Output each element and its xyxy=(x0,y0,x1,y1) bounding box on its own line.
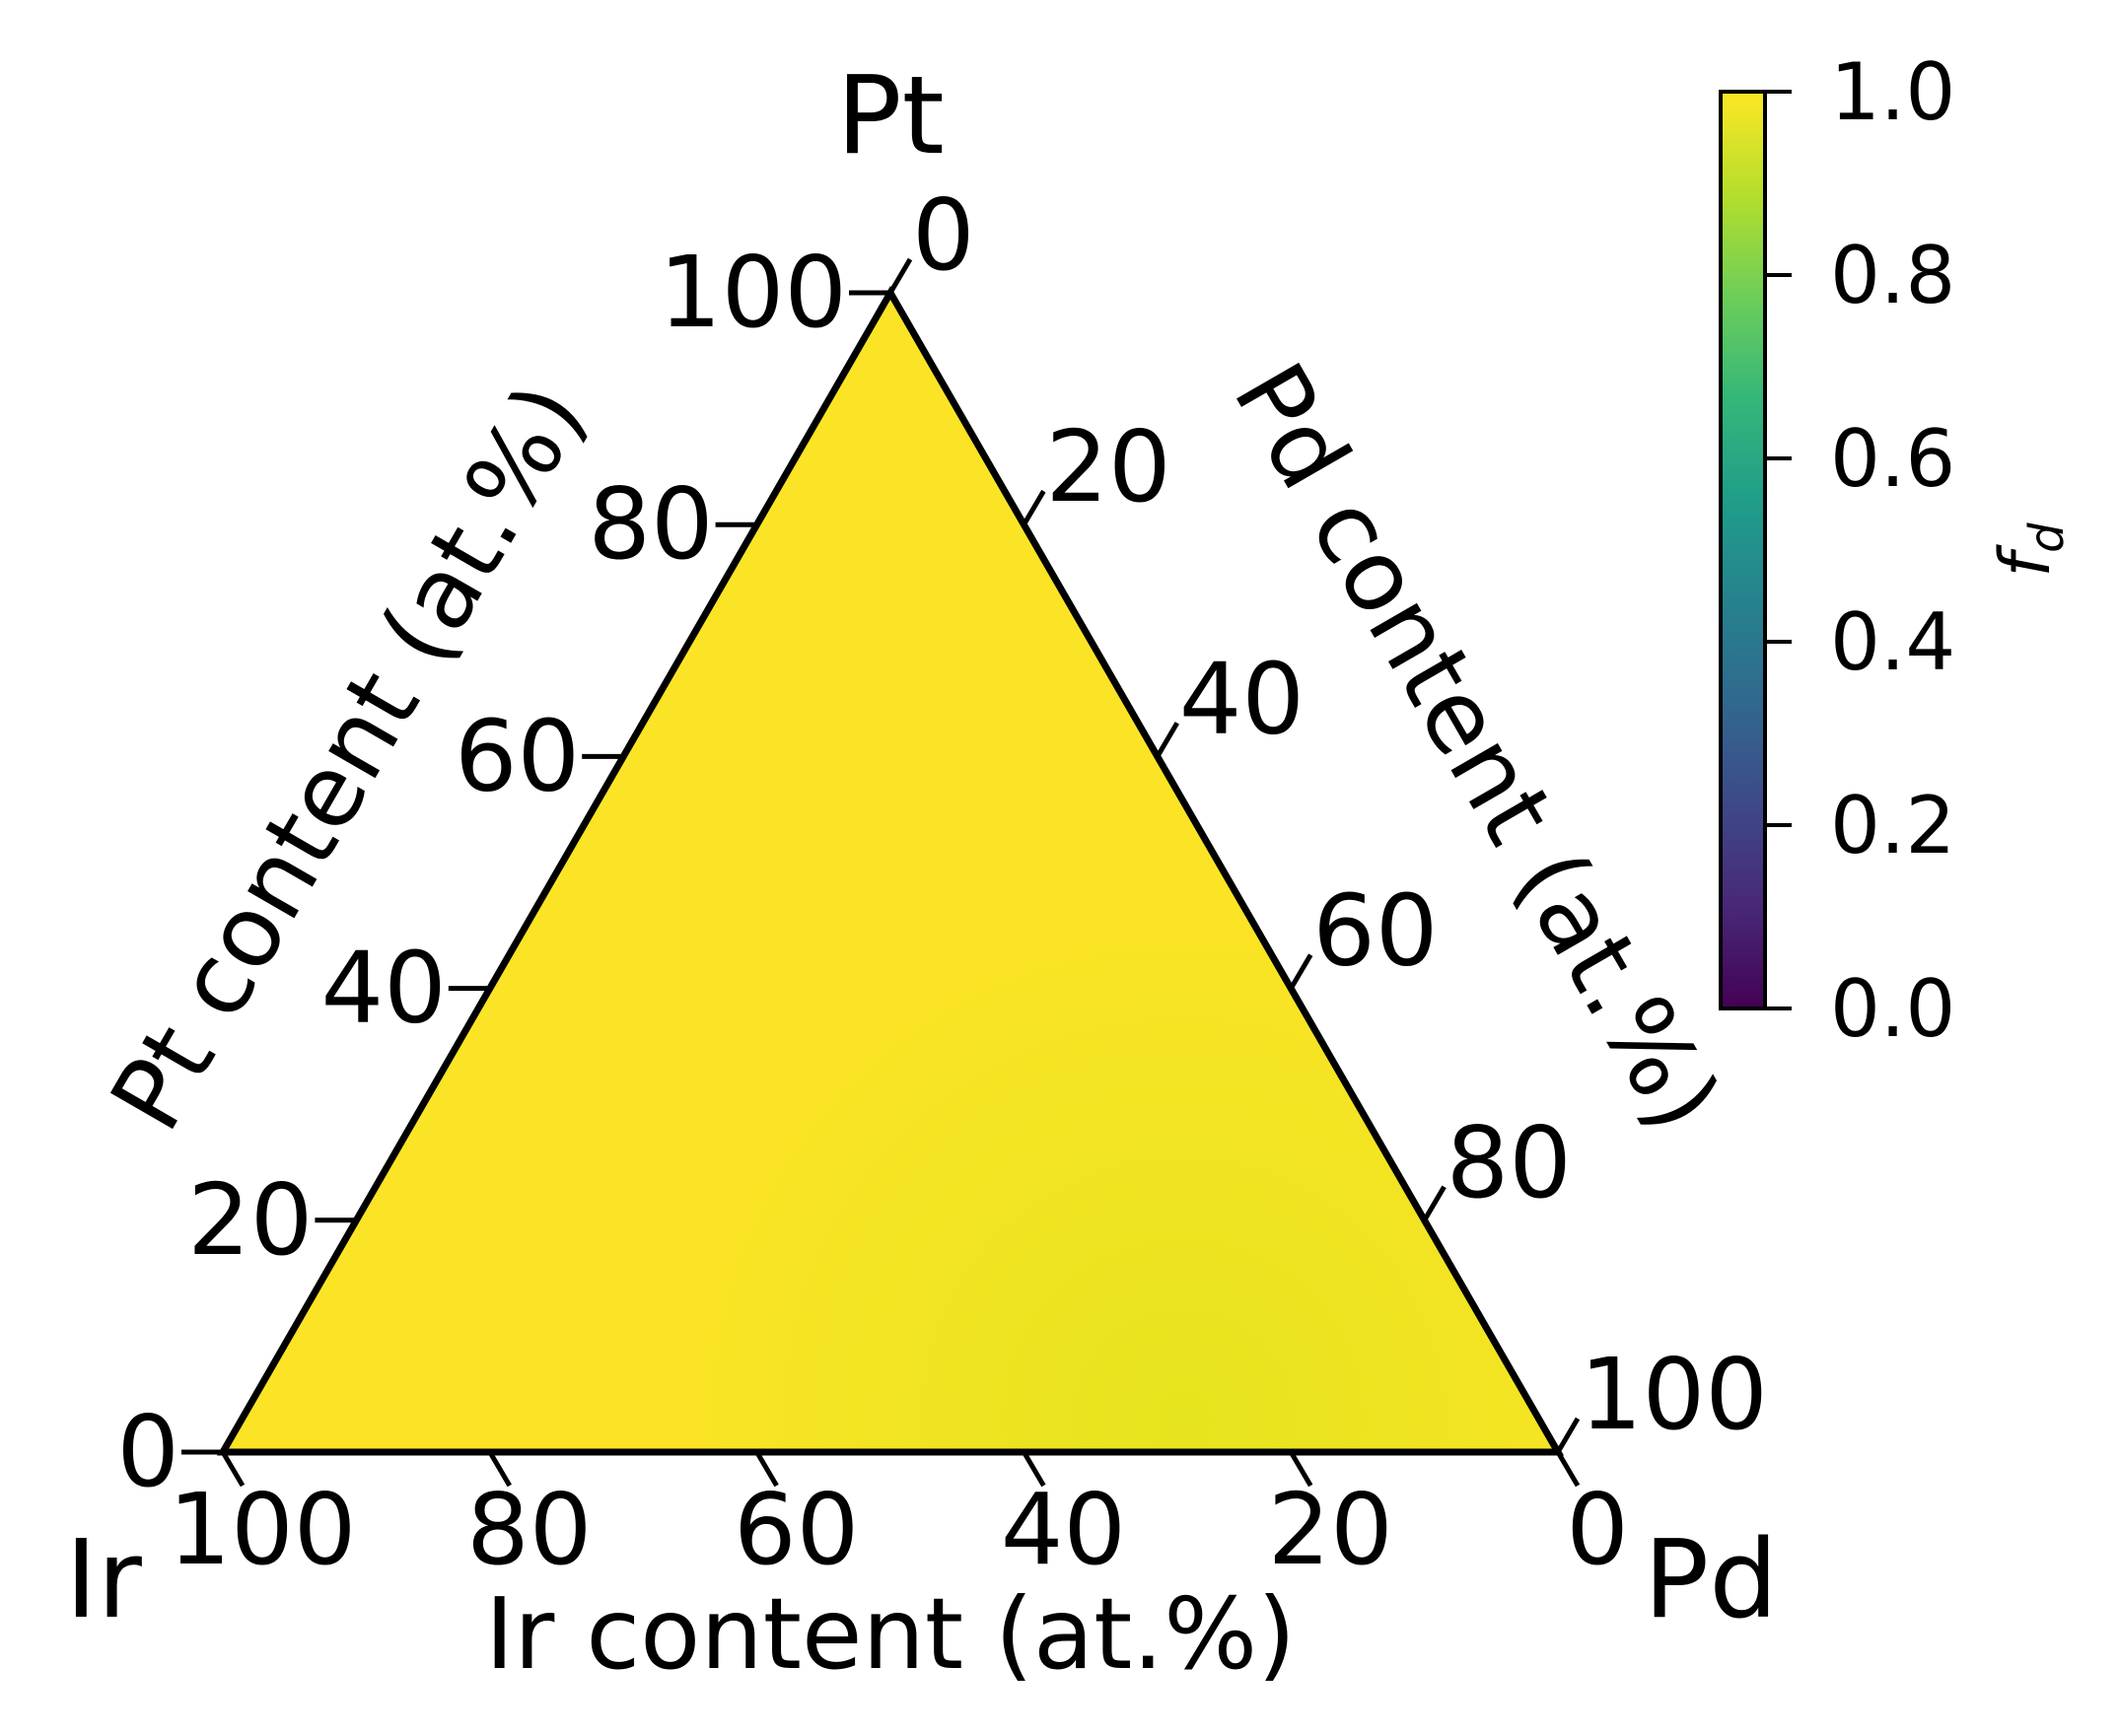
colorbar-tick-label-0.6: 0.6 xyxy=(1830,413,1955,505)
colorbar xyxy=(1719,90,1767,1010)
colorbar-tick-label-0.2: 0.2 xyxy=(1830,780,1955,871)
tick-label-left-100: 100 xyxy=(659,235,847,350)
vertex-label-left: Ir xyxy=(65,1516,142,1642)
tick-bottom-0 xyxy=(1555,1450,1581,1488)
tick-label-right-100: 100 xyxy=(1580,1337,1768,1452)
colorbar-title-sub: d xyxy=(2019,522,2075,553)
tick-right-60 xyxy=(1289,953,1313,990)
tick-label-right-80: 80 xyxy=(1447,1105,1572,1220)
tick-bottom-80 xyxy=(487,1450,512,1488)
tick-label-bottom-40: 40 xyxy=(1001,1472,1126,1587)
vertex-label-top: Pt xyxy=(836,52,944,178)
ternary-frame xyxy=(216,285,1565,1456)
tick-label-right-60: 60 xyxy=(1312,873,1438,989)
tick-right-0 xyxy=(887,257,913,295)
tick-label-bottom-100: 100 xyxy=(169,1472,357,1587)
tick-bottom-40 xyxy=(1022,1450,1046,1488)
tick-right-40 xyxy=(1155,722,1179,758)
tick-label-right-0: 0 xyxy=(912,177,975,293)
colorbar-title: fd xyxy=(1985,522,2075,578)
axis-title-bottom: Ir content (at.%) xyxy=(485,1576,1296,1692)
tick-marks xyxy=(181,257,1581,1488)
tick-label-left-80: 80 xyxy=(588,466,713,582)
colorbar-tick-label-0.0: 0.0 xyxy=(1830,963,1955,1055)
vertex-label-right: Pd xyxy=(1644,1516,1778,1642)
tick-label-bottom-80: 80 xyxy=(466,1472,592,1587)
colorbar-tick-label-1.0: 1.0 xyxy=(1830,46,1955,138)
colorbar-tick-label-0.4: 0.4 xyxy=(1830,596,1955,688)
tick-label-right-40: 40 xyxy=(1179,641,1305,756)
tick-label-left-20: 20 xyxy=(187,1162,313,1278)
tick-label-right-20: 20 xyxy=(1045,409,1170,524)
tick-bottom-60 xyxy=(754,1450,779,1488)
tick-bottom-100 xyxy=(220,1450,246,1488)
tick-right-80 xyxy=(1422,1185,1447,1222)
tick-bottom-20 xyxy=(1289,1450,1313,1488)
ternary-heatmap-field xyxy=(223,293,1558,1452)
tick-label-bottom-60: 60 xyxy=(734,1472,859,1587)
tick-label-bottom-0: 0 xyxy=(1566,1472,1629,1587)
tick-right-20 xyxy=(1022,489,1046,526)
tick-label-left-40: 40 xyxy=(321,931,447,1046)
tick-label-left-60: 60 xyxy=(455,698,580,813)
colorbar-tick-label-0.8: 0.8 xyxy=(1830,230,1955,321)
colorbar-ticks: 0.0 0.2 0.4 0.6 0.8 1.0 xyxy=(1765,46,1955,1055)
tick-label-bottom-20: 20 xyxy=(1268,1472,1393,1587)
tick-right-100 xyxy=(1555,1417,1581,1454)
tick-label-left-0: 0 xyxy=(116,1394,179,1509)
